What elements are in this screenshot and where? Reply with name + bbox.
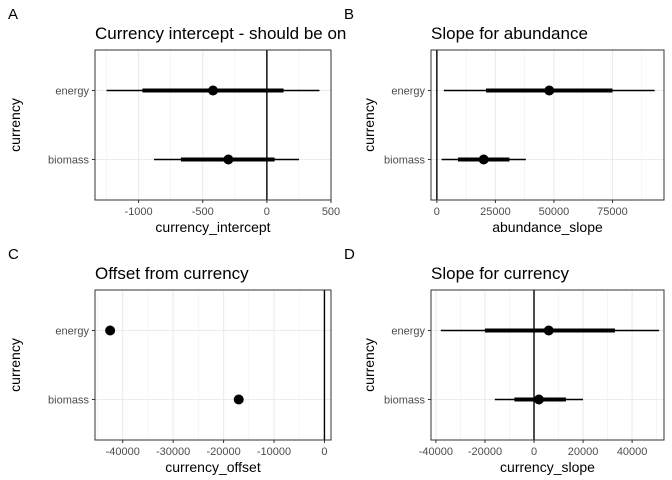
x-axis-title: currency_offset: [165, 459, 261, 475]
estimate-point-biomass: [223, 154, 234, 165]
panel-tag: A: [8, 6, 18, 23]
panel-tag: B: [344, 6, 354, 23]
plot-background: [95, 290, 331, 440]
x-tick-label: 20000: [568, 446, 599, 458]
y-tick-label-energy: energy: [391, 86, 425, 98]
x-tick-label: -500: [192, 206, 214, 218]
y-tick-label-biomass: biomass: [384, 155, 425, 167]
y-axis-title: currency: [361, 338, 377, 392]
x-tick-label: -20000: [468, 446, 502, 458]
x-tick-label: 0: [321, 446, 327, 458]
estimate-point-biomass: [478, 154, 489, 165]
y-tick-label-biomass: biomass: [48, 395, 89, 407]
y-tick-label-energy: energy: [55, 326, 89, 338]
plot-background: [95, 50, 331, 200]
y-tick-label-biomass: biomass: [384, 395, 425, 407]
panel-title: Slope for currency: [431, 264, 569, 283]
estimate-point-energy: [543, 325, 554, 336]
estimate-point-biomass: [233, 394, 244, 405]
estimate-point-energy: [105, 325, 116, 336]
plot-background: [431, 290, 664, 440]
x-tick-label: -30000: [156, 446, 190, 458]
panel-b: B Slope for abundance energy biomass 0 25000 5…: [344, 6, 665, 235]
x-tick-label: -20000: [206, 446, 240, 458]
panel-c: C Offset from currency energy biomass -40000…: [7, 246, 332, 475]
panel-tag: C: [8, 246, 19, 263]
x-tick-label: -10000: [257, 446, 291, 458]
x-tick-label: 50000: [539, 206, 570, 218]
x-tick-label: 75000: [597, 206, 628, 218]
estimate-point-biomass: [533, 394, 544, 405]
panel-border: [430, 49, 665, 201]
panel-border: [94, 49, 332, 201]
y-axis-title: currency: [7, 98, 23, 152]
x-tick-label: 25000: [480, 206, 511, 218]
x-axis-title: currency_intercept: [155, 219, 270, 235]
panel-a: A Currency intercept - should be on energy…: [7, 6, 346, 235]
estimate-point-energy: [208, 85, 218, 96]
x-tick-label: 0: [434, 206, 440, 218]
x-tick-label: -40000: [106, 446, 140, 458]
x-tick-label: 0: [264, 206, 270, 218]
y-tick-label-energy: energy: [55, 86, 89, 98]
plot-background: [431, 50, 664, 200]
panel-title: Offset from currency: [95, 264, 249, 283]
panel-title: Currency intercept - should be on: [95, 24, 346, 43]
panel-tag: D: [344, 246, 355, 263]
y-tick-label-energy: energy: [391, 326, 425, 338]
x-axis-title: abundance_slope: [492, 219, 603, 235]
y-axis-title: currency: [361, 98, 377, 152]
x-tick-label: 40000: [617, 446, 648, 458]
panel-border: [94, 289, 332, 441]
panel-title: Slope for abundance: [431, 24, 588, 43]
x-tick-label: -40000: [419, 446, 453, 458]
panel-border: [430, 289, 665, 441]
estimate-point-energy: [544, 85, 555, 96]
x-tick-label: -1000: [125, 206, 153, 218]
x-tick-label: 500: [322, 206, 340, 218]
y-tick-label-biomass: biomass: [48, 155, 89, 167]
y-axis-title: currency: [7, 338, 23, 392]
x-axis-title: currency_slope: [500, 459, 595, 475]
panel-d: D Slope for currency energy biomass -40000 -2…: [344, 246, 665, 475]
x-tick-label: 0: [531, 446, 537, 458]
